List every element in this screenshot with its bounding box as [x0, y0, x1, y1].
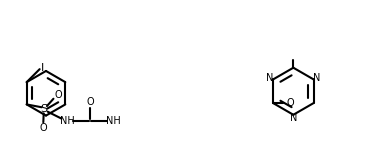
Text: O: O: [287, 98, 294, 108]
Text: O: O: [40, 123, 47, 133]
Text: N: N: [290, 113, 297, 123]
Text: N: N: [266, 73, 274, 83]
Text: S: S: [40, 104, 47, 114]
Text: NH: NH: [60, 116, 75, 126]
Text: O: O: [54, 90, 62, 100]
Text: I: I: [41, 62, 44, 73]
Text: NH: NH: [106, 116, 121, 126]
Text: N: N: [313, 73, 320, 83]
Text: O: O: [86, 97, 94, 107]
